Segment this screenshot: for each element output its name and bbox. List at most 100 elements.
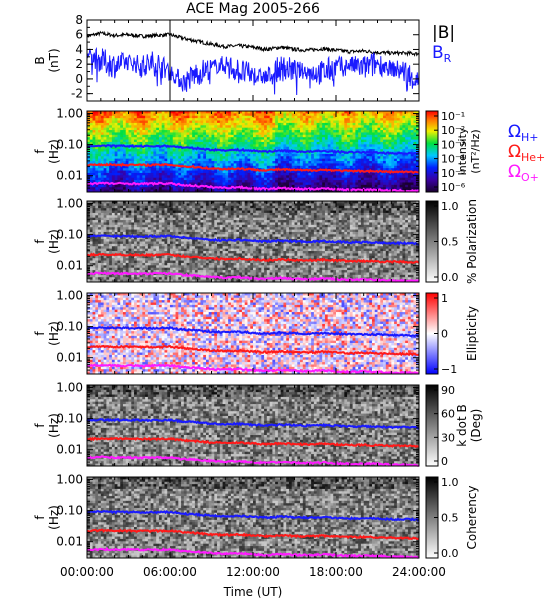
spectrogram-cell	[156, 118, 160, 121]
spectrogram-cell	[405, 127, 409, 131]
spectrogram-cell	[322, 122, 326, 126]
spectrogram-cell	[311, 127, 315, 131]
spectrogram-cell	[139, 168, 143, 171]
spectrogram-cell	[217, 153, 221, 157]
spectrogram-cell	[410, 132, 414, 136]
spectrogram-cell	[358, 130, 362, 133]
spectrogram-cell	[200, 139, 204, 143]
spectrogram-cell	[371, 113, 376, 117]
spectrogram-cell	[261, 141, 265, 145]
spectrogram-cell	[95, 122, 99, 126]
spectrogram-cell	[388, 158, 392, 162]
spectrogram-cell	[352, 182, 356, 186]
spectrogram-cell	[352, 201, 356, 204]
spectrogram-cell	[341, 210, 345, 214]
spectrogram-cell	[117, 149, 121, 152]
spectrogram-cell	[170, 158, 174, 162]
spectrogram-cell	[391, 115, 395, 119]
spectrogram-cell	[114, 175, 118, 179]
spectrogram-cell	[214, 137, 218, 140]
spectrogram-cell	[352, 189, 356, 193]
spectrogram-cell	[236, 165, 240, 169]
spectrogram-cell	[222, 125, 226, 129]
spectrogram-cell	[250, 120, 254, 124]
spectrogram-cell	[103, 137, 107, 140]
spectrogram-cell	[120, 161, 124, 164]
spectrogram-cell	[228, 118, 232, 121]
spectrogram-cell	[385, 168, 389, 171]
spectrogram-cell	[277, 125, 282, 129]
spectrogram-cell	[87, 146, 91, 150]
spectrogram-cell	[402, 168, 406, 171]
spectrogram-cell	[230, 134, 235, 138]
spectrogram-cell	[230, 146, 235, 150]
spectrogram-cell	[410, 115, 414, 119]
spectrogram-cell	[170, 111, 174, 114]
spectrogram-cell	[308, 172, 312, 176]
spectrogram-cell	[120, 184, 124, 188]
spectrogram-cell	[336, 132, 340, 136]
spectrogram-cell	[142, 141, 146, 145]
spectrogram-cell	[405, 205, 409, 209]
spectrogram-cell	[225, 127, 229, 131]
spectrogram-cell	[147, 151, 152, 155]
spectrogram-cell	[122, 146, 127, 150]
spectrogram-cell	[380, 130, 384, 133]
spectrogram-cell	[219, 172, 223, 176]
spectrogram-cell	[106, 120, 110, 124]
spectrogram-cell	[322, 139, 326, 143]
spectrogram-cell	[253, 203, 257, 207]
spectrogram-cell	[405, 111, 409, 114]
spectrogram-cell	[205, 137, 210, 140]
spectrogram-cell	[363, 118, 367, 121]
spectrogram-cell	[347, 139, 351, 143]
spectrogram-cell	[327, 212, 331, 216]
spectrogram-cell	[311, 175, 315, 179]
spectrogram-cell	[117, 172, 121, 176]
spectrogram-cell	[203, 180, 207, 183]
spectrogram-cell	[399, 127, 403, 131]
spectrogram-cell	[156, 208, 160, 211]
spectrogram-cell	[300, 120, 304, 124]
spectrogram-cell	[288, 203, 293, 207]
spectrogram-cell	[203, 203, 207, 207]
spectrogram-cell	[344, 111, 348, 114]
spectrogram-cell	[214, 177, 218, 181]
spectrogram-cell	[288, 205, 293, 209]
spectrogram-cell	[125, 189, 129, 193]
spectrogram-cell	[136, 161, 140, 164]
spectrogram-cell	[253, 205, 257, 209]
spectrogram-cell	[114, 203, 118, 207]
spectrogram-cell	[98, 212, 102, 216]
spectrogram-cell	[139, 187, 143, 191]
spectrogram-cell	[283, 156, 287, 160]
spectrogram-cell	[413, 153, 417, 157]
spectrogram-cell	[131, 141, 135, 145]
spectrogram-cell	[150, 165, 154, 169]
spectrogram-cell	[313, 158, 318, 162]
spectrogram-cell	[319, 111, 323, 114]
spectrogram-cell	[87, 151, 91, 155]
spectrogram-cell	[283, 172, 287, 176]
spectrogram-cell	[203, 163, 207, 167]
spectrogram-cell	[217, 151, 221, 155]
spectrogram-cell	[230, 172, 235, 176]
spectrogram-cell	[363, 115, 367, 119]
spectrogram-cell	[377, 175, 381, 179]
spectrogram-cell	[214, 153, 218, 157]
spectrogram-cell	[200, 118, 204, 121]
spectrogram-cell	[153, 189, 157, 193]
spectrogram-cell	[175, 149, 179, 152]
spectrogram-cell	[297, 125, 301, 129]
spectrogram-cell	[399, 187, 403, 191]
spectrogram-cell	[360, 210, 365, 214]
spectrogram-cell	[355, 130, 359, 133]
spectrogram-cell	[302, 139, 306, 143]
spectrogram-cell	[122, 111, 127, 114]
spectrogram-cell	[319, 203, 323, 207]
spectrogram-cell	[385, 177, 389, 181]
spectrogram-cell	[396, 130, 401, 133]
spectrogram-cell	[217, 141, 221, 145]
spectrogram-cell	[186, 175, 190, 179]
